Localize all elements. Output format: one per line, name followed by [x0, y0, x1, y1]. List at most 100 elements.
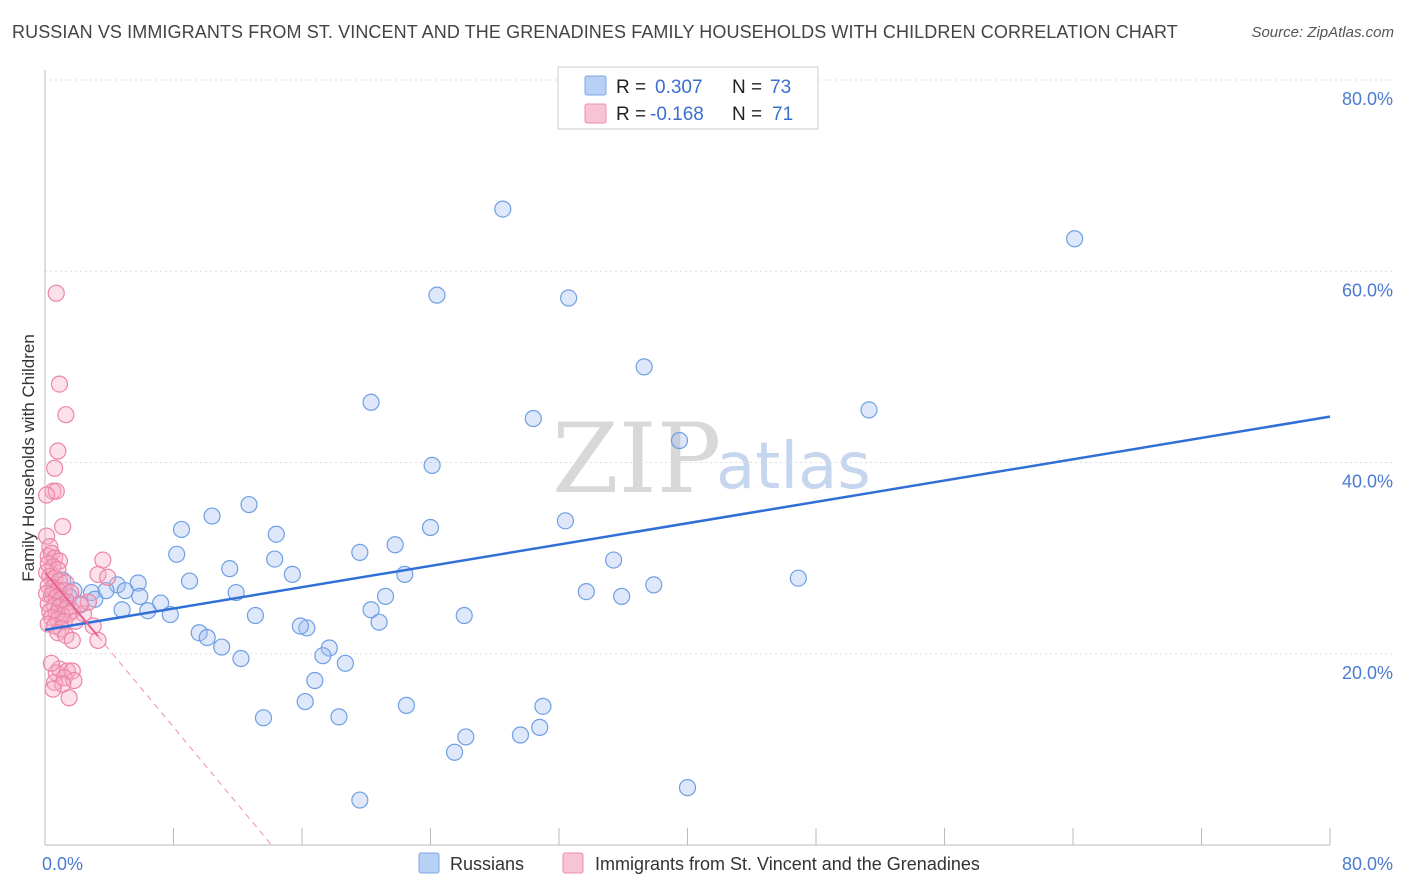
point-russians [860, 401, 878, 419]
point-immigrants [44, 680, 62, 698]
point-russians [232, 649, 250, 668]
point-russians [267, 525, 285, 543]
gridlines [45, 79, 1393, 655]
correlation-legend: R = 0.307 N = 73 R = -0.168 N = 71 [557, 66, 819, 130]
source-credit: Source: ZipAtlas.com [1251, 24, 1394, 41]
point-russians [678, 779, 697, 797]
point-immigrants [42, 654, 61, 672]
point-russians [635, 358, 653, 376]
point-immigrants [99, 568, 117, 586]
point-russians [131, 587, 149, 605]
point-russians [298, 619, 316, 637]
point-russians [168, 545, 186, 563]
point-immigrants [38, 527, 56, 545]
point-russians [370, 613, 388, 631]
point-russians [351, 543, 369, 561]
point-russians [330, 708, 348, 726]
point-immigrants [49, 442, 67, 460]
point-immigrants [50, 375, 69, 393]
point-russians [494, 200, 512, 218]
axes [44, 70, 1331, 846]
point-russians [511, 726, 530, 744]
series-immigrants [38, 284, 117, 707]
point-russians [560, 289, 578, 307]
watermark-zip: ZIP [552, 403, 721, 515]
point-russians [306, 671, 324, 690]
point-russians [428, 286, 446, 304]
point-russians [213, 638, 231, 656]
y-tick-label: 40.0% [1342, 472, 1393, 492]
point-russians [254, 709, 273, 727]
point-russians [386, 536, 404, 554]
point-russians [534, 697, 552, 715]
legend-n-label-2: N = [732, 104, 762, 125]
legend-n-value-1: 73 [770, 77, 791, 98]
point-russians [296, 692, 314, 711]
trend-line-russians [44, 415, 1331, 632]
series-legend: Russians Immigrants from St. Vincent and… [418, 852, 980, 874]
x-tick-label: 0.0% [42, 854, 83, 874]
watermark: ZIP atlas [552, 403, 871, 515]
point-russians [221, 560, 239, 578]
point-immigrants [55, 669, 73, 687]
point-immigrants [38, 486, 56, 504]
bottom-legend-russians: Russians [450, 854, 524, 874]
y-tick-label: 80.0% [1342, 89, 1393, 109]
point-russians [605, 551, 623, 569]
legend-n-value-2: 71 [772, 104, 793, 125]
point-russians [1066, 230, 1084, 248]
y-axis-label: Family Households with Children [19, 334, 38, 582]
point-russians [376, 587, 395, 605]
point-russians [670, 431, 689, 450]
legend-r-value-1: 0.307 [655, 77, 703, 98]
point-russians [556, 512, 575, 530]
point-immigrants [57, 406, 75, 424]
y-tick-label: 20.0% [1342, 663, 1393, 683]
x-tick-label: 80.0% [1342, 854, 1393, 874]
bottom-legend-immigrants: Immigrants from St. Vincent and the Gren… [595, 854, 980, 874]
point-immigrants [89, 631, 107, 649]
point-immigrants [94, 551, 112, 569]
bottom-legend-swatch-immigrants [562, 852, 584, 874]
point-russians [645, 576, 663, 594]
point-russians [129, 574, 147, 592]
point-immigrants [65, 671, 83, 690]
point-russians [531, 718, 549, 736]
point-immigrants [47, 482, 65, 500]
legend-swatch-russians [584, 75, 607, 96]
point-immigrants [54, 517, 72, 536]
y-tick-labels: 20.0% 40.0% 60.0% 80.0% [1342, 89, 1393, 683]
point-immigrants [46, 459, 64, 477]
trend-lines [44, 415, 1331, 846]
legend-swatch-immigrants [584, 103, 607, 124]
point-russians [314, 647, 332, 665]
point-russians [172, 520, 191, 539]
point-immigrants [47, 284, 65, 302]
point-russians [445, 743, 464, 761]
y-tick-label: 60.0% [1342, 280, 1393, 300]
bottom-legend-swatch-russians [418, 852, 440, 874]
watermark-atlas: atlas [716, 430, 871, 504]
legend-r-label-1: R = [616, 77, 646, 98]
point-russians [246, 606, 265, 625]
trend-line-immigrants-solid [44, 571, 99, 637]
trend-line-immigrants-dashed [97, 635, 272, 846]
point-russians [577, 582, 595, 601]
legend-r-value-2: -0.168 [650, 104, 704, 125]
legend-r-label-2: R = [616, 104, 646, 125]
point-russians [613, 587, 631, 605]
point-russians [457, 728, 475, 746]
point-russians [362, 601, 380, 619]
point-russians [336, 654, 354, 672]
point-russians [291, 617, 309, 635]
point-russians [180, 572, 199, 590]
point-immigrants [89, 565, 107, 583]
point-immigrants [50, 552, 69, 570]
point-russians [203, 507, 221, 525]
point-russians [421, 518, 440, 537]
point-russians [397, 696, 416, 714]
point-russians [283, 565, 301, 583]
point-russians [524, 409, 542, 428]
point-immigrants [39, 555, 57, 573]
point-russians [240, 495, 258, 514]
